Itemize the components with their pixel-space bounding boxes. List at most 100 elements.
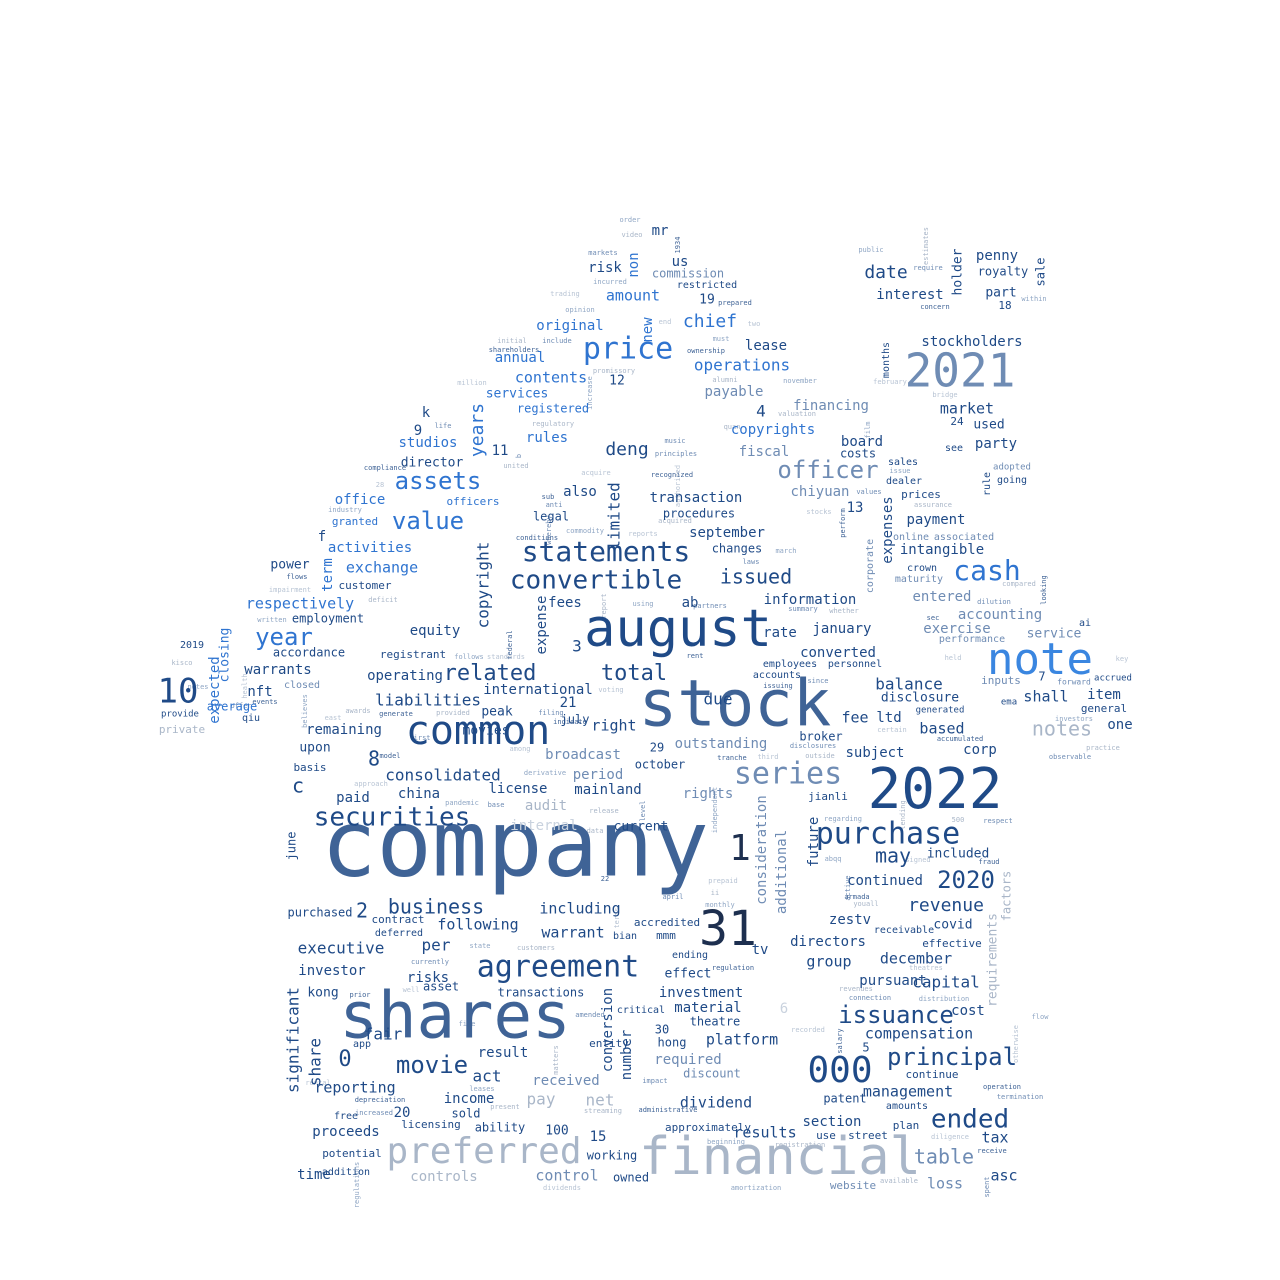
cloud-word: significant <box>284 987 303 1093</box>
cloud-word: july <box>561 713 590 727</box>
cloud-word: dividend <box>680 1094 752 1112</box>
cloud-word: c <box>292 774 304 798</box>
cloud-word: limited <box>605 482 624 549</box>
cloud-word: purchase <box>816 817 961 852</box>
cloud-word: zestv <box>829 912 871 928</box>
cloud-word: ai <box>1079 618 1091 629</box>
cloud-word: available <box>880 1177 918 1185</box>
cloud-word: require <box>913 264 943 272</box>
cloud-word: street <box>848 1129 888 1142</box>
cloud-word: officer <box>777 456 878 484</box>
cloud-word: prepared <box>718 299 752 307</box>
cloud-word: since <box>807 677 828 685</box>
cloud-word: whereby <box>545 515 553 545</box>
cloud-word: assurance <box>914 501 952 509</box>
cloud-word: issued <box>720 565 792 589</box>
cloud-word: reports <box>628 530 658 538</box>
cloud-word: laws <box>743 558 760 566</box>
cloud-word: material <box>674 1000 741 1016</box>
cloud-word: written <box>257 616 287 624</box>
cloud-word: ending <box>672 950 708 961</box>
cloud-word: 2022 <box>868 757 1003 822</box>
cloud-word: time <box>297 1167 331 1183</box>
cloud-word: receivable <box>874 925 934 936</box>
cloud-word: first <box>409 734 430 742</box>
cloud-word: upon <box>299 741 330 756</box>
cloud-word: beginning <box>707 1138 745 1146</box>
cloud-word: stock <box>639 668 832 742</box>
cloud-word: ab <box>682 595 699 611</box>
cloud-word: expense <box>534 595 550 654</box>
cloud-word: issue <box>889 467 910 475</box>
cloud-word: ability <box>475 1121 526 1135</box>
cloud-word: february <box>873 378 907 386</box>
cloud-word: net <box>586 1091 615 1110</box>
cloud-word: follows <box>454 653 484 661</box>
cloud-word: 11 <box>492 443 509 459</box>
cloud-word: industry <box>328 506 362 514</box>
cloud-word: penny <box>976 248 1018 264</box>
cloud-word: activities <box>328 540 412 556</box>
cloud-word: notes <box>187 683 208 691</box>
cloud-word: registered <box>517 402 589 416</box>
cloud-word: non <box>626 252 642 277</box>
cloud-word: share <box>306 1038 325 1086</box>
cloud-word: voting <box>598 686 623 694</box>
cloud-word: going <box>997 475 1027 486</box>
cloud-word: rule <box>982 472 993 496</box>
cloud-word: sales <box>888 457 918 468</box>
cloud-word: online <box>893 532 929 543</box>
cloud-word: months <box>881 342 892 378</box>
cloud-word: employees <box>763 659 817 670</box>
cloud-word: asc <box>990 1167 1017 1185</box>
cloud-word: closed <box>284 680 320 691</box>
cloud-word: entity <box>589 1037 629 1050</box>
cloud-word: impact <box>642 1077 667 1085</box>
cloud-word: included <box>927 847 990 862</box>
cloud-word: mr <box>652 223 669 239</box>
cloud-word: distribution <box>919 995 970 1003</box>
cloud-word: continue <box>906 1068 959 1081</box>
cloud-word: copyrights <box>731 422 815 438</box>
cloud-word: 18 <box>998 299 1011 312</box>
cloud-word: per <box>422 936 451 955</box>
cloud-word: k <box>422 405 431 421</box>
cloud-word: used <box>973 418 1004 433</box>
cloud-word: accumulated <box>937 735 983 743</box>
cloud-word: investors <box>1055 715 1093 723</box>
cloud-word: 15 <box>590 1129 607 1145</box>
cloud-word: amounts <box>886 1101 928 1112</box>
cloud-word: among <box>509 745 530 753</box>
cloud-word: data <box>587 827 604 835</box>
cloud-word: holder <box>951 248 966 295</box>
cloud-word: audit <box>525 798 567 814</box>
cloud-word: issuance <box>838 1001 954 1029</box>
cloud-word: 100 <box>545 1124 568 1139</box>
cloud-word: current <box>614 820 669 835</box>
cloud-word: asset <box>423 980 459 994</box>
cloud-word: 2020 <box>937 866 995 894</box>
cloud-word: public <box>858 246 883 254</box>
cloud-word: revenues <box>839 985 873 993</box>
cloud-word: service <box>1027 627 1082 642</box>
cloud-word: receive <box>977 1147 1007 1155</box>
cloud-word: consolidated <box>385 766 501 785</box>
cloud-word: sold <box>452 1107 481 1121</box>
cloud-word: ltd <box>876 710 901 726</box>
cloud-word: contract <box>372 913 425 926</box>
cloud-word: investor <box>298 963 365 979</box>
cloud-word: sec <box>927 614 940 622</box>
cloud-word: expected <box>207 656 223 723</box>
cloud-word: report <box>600 593 608 618</box>
cloud-word: march <box>775 547 796 555</box>
cloud-word: working <box>587 1149 638 1163</box>
cloud-word: awards <box>345 707 370 715</box>
cloud-word: hong <box>658 1036 687 1050</box>
cloud-word: operation <box>983 1083 1021 1091</box>
cloud-word: conditions <box>516 534 558 542</box>
cloud-word: generate <box>379 710 413 718</box>
cloud-word: must <box>713 335 730 343</box>
cloud-word: expenses <box>880 496 896 563</box>
cloud-word: shares <box>339 980 570 1054</box>
